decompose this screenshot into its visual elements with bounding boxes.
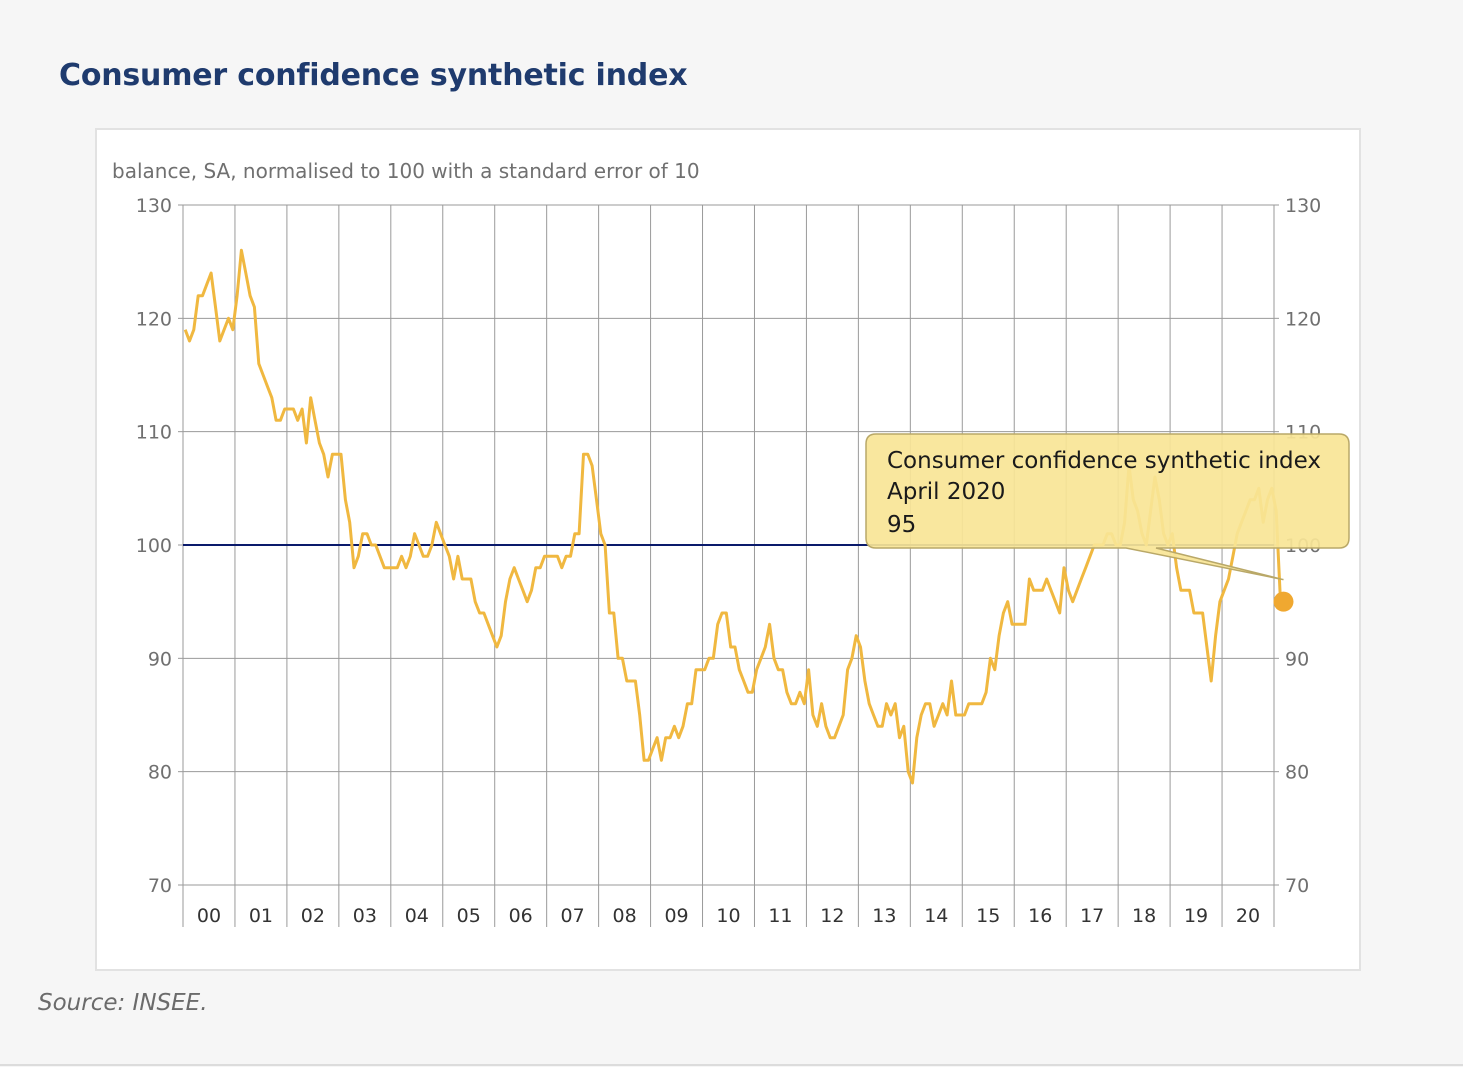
y-tick-label-left: 90 [148,648,172,670]
y-tick-label-right: 70 [1285,875,1309,897]
x-tick-label: 20 [1236,905,1260,927]
x-tick-label: 07 [561,905,585,927]
y-tick-label-right: 80 [1285,762,1309,784]
axis-layer: 7070808090901001001101101201201301300001… [136,195,1322,927]
y-tick-label-right: 130 [1285,195,1321,217]
y-tick-label-left: 70 [148,875,172,897]
tooltip: Consumer confidence synthetic index Apri… [865,433,1350,581]
bottom-divider [0,1064,1463,1066]
x-tick-label: 10 [716,905,740,927]
x-tick-label: 17 [1080,905,1104,927]
x-tick-label: 12 [820,905,844,927]
chart-subtitle: balance, SA, normalised to 100 with a st… [112,159,700,183]
x-tick-label: 18 [1132,905,1156,927]
x-tick-label: 09 [664,905,688,927]
y-tick-label-left: 100 [136,535,172,557]
x-tick-label: 01 [249,905,273,927]
y-tick-label-left: 110 [136,422,172,444]
x-tick-label: 15 [976,905,1000,927]
page-title: Consumer confidence synthetic index [59,58,688,93]
y-tick-label-left: 80 [148,762,172,784]
x-tick-label: 13 [872,905,896,927]
grid-layer [182,204,1275,927]
x-tick-label: 04 [405,905,429,927]
y-tick-label-right: 120 [1285,308,1321,330]
y-tick-label-left: 130 [136,195,172,217]
x-tick-label: 19 [1184,905,1208,927]
x-tick-label: 14 [924,905,948,927]
x-tick-label: 11 [768,905,792,927]
x-tick-label: 16 [1028,905,1052,927]
x-tick-label: 05 [457,905,481,927]
x-tick-label: 00 [197,905,221,927]
tooltip-series-name: Consumer confidence synthetic index [887,448,1321,474]
highlight-point [1273,591,1294,612]
tooltip-date: April 2020 [887,479,1005,505]
source-note: Source: INSEE. [38,990,208,1016]
tooltip-value: 95 [887,512,916,538]
y-tick-label-left: 120 [136,308,172,330]
tooltip-box [865,433,1350,581]
y-tick-label-right: 90 [1285,648,1309,670]
x-tick-label: 02 [301,905,325,927]
x-tick-label: 03 [353,905,377,927]
x-tick-label: 08 [613,905,637,927]
x-tick-label: 06 [509,905,533,927]
